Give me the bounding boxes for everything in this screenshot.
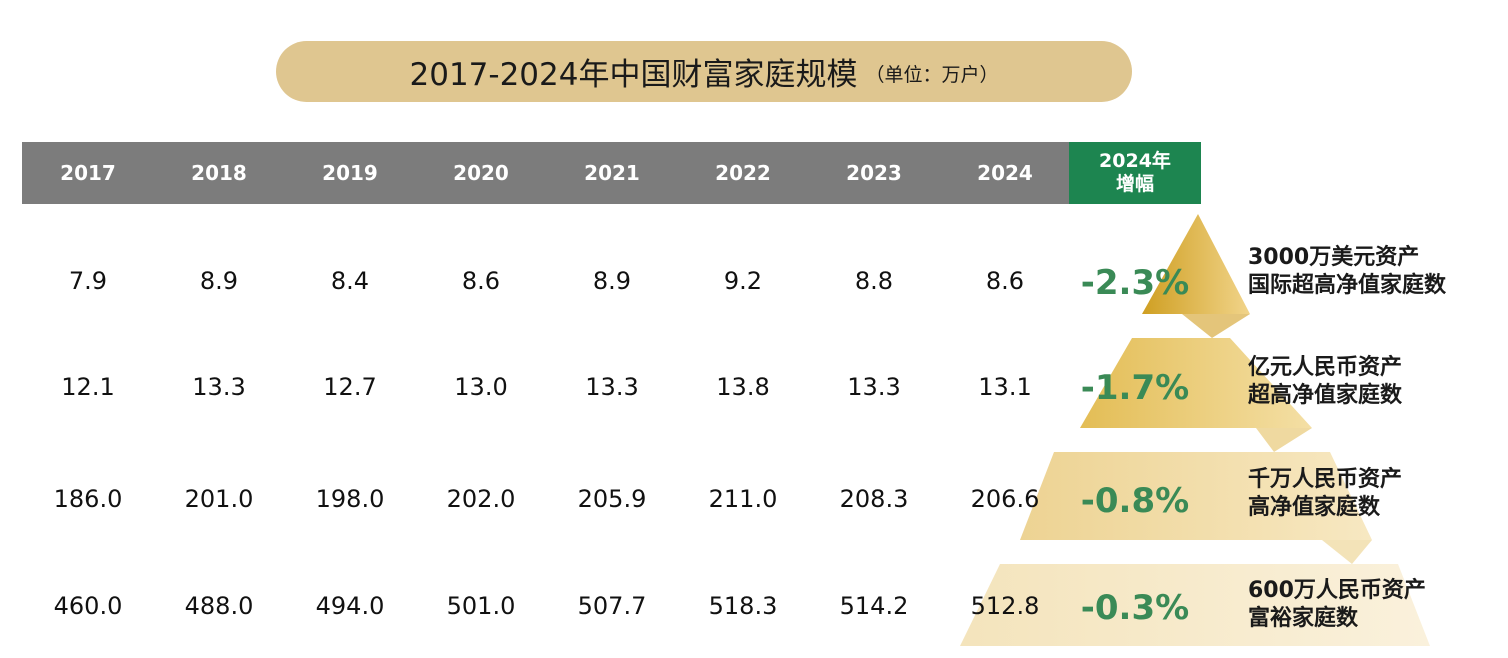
row-label-line: 亿元人民币资产 [1248, 355, 1403, 380]
growth-value: -0.8% [1080, 481, 1190, 521]
table-cell: 13.3 [847, 373, 901, 401]
growth-value: -0.3% [1080, 588, 1190, 628]
table-cell: 514.2 [839, 592, 909, 620]
row-label: 千万人民币资产 高净值家庭数 [1248, 466, 1402, 522]
row-label: 亿元人民币资产 超高净值家庭数 [1248, 354, 1402, 410]
table-cell: 13.8 [716, 373, 770, 401]
pyramid-tier-4 [960, 564, 1430, 646]
table-cell: 186.0 [53, 485, 123, 513]
table-cell: 494.0 [315, 592, 385, 620]
row-label: 600万人民币资产 富裕家庭数 [1248, 577, 1426, 633]
table-cell: 8.8 [854, 267, 894, 295]
row-label-line: 600万人民币资产 [1248, 578, 1426, 603]
growth-value: -2.3% [1080, 263, 1190, 303]
table-cell: 8.6 [985, 267, 1025, 295]
column-header-2019: 2019 [322, 161, 378, 185]
column-header-2023: 2023 [846, 161, 902, 185]
table-cell: 12.7 [323, 373, 377, 401]
column-header-2018: 2018 [191, 161, 247, 185]
pyramid-tier-1-shadow [1182, 314, 1250, 338]
row-label-line: 千万人民币资产 [1248, 467, 1403, 492]
column-header-2022: 2022 [715, 161, 771, 185]
table-cell: 8.4 [330, 267, 370, 295]
growth-header-line-2: 增幅 [1115, 173, 1154, 195]
table-cell: 507.7 [577, 592, 647, 620]
pyramid-tier-3-shadow [1322, 540, 1372, 564]
table-cell: 8.9 [199, 267, 239, 295]
pyramid-tier-3 [1020, 452, 1372, 540]
table-cell: 206.6 [970, 485, 1040, 513]
row-label-line: 高净值家庭数 [1248, 495, 1381, 520]
table-cell: 205.9 [577, 485, 647, 513]
pyramid-tier-2 [1080, 338, 1312, 428]
row-label-line: 超高净值家庭数 [1248, 383, 1403, 408]
pyramid-tier-2-shadow [1256, 428, 1312, 452]
table-cell: 8.6 [461, 267, 501, 295]
table-cell: 208.3 [839, 485, 909, 513]
chart-title: 2017-2024年中国财富家庭规模 [409, 57, 858, 93]
row-label: 3000万美元资产国际超高净值家庭数 [1248, 244, 1446, 300]
row-label-line: 国际超高净值家庭数 [1248, 273, 1447, 298]
table-cell: 9.2 [723, 267, 763, 295]
growth-header-line-1: 2024年 [1099, 150, 1171, 172]
table-cell: 202.0 [446, 485, 516, 513]
table-header-bar [22, 142, 1069, 204]
table-cell: 13.3 [585, 373, 639, 401]
growth-header: 2024年 增幅 [1069, 142, 1201, 204]
table-cell: 201.0 [184, 485, 254, 513]
table-cell: 211.0 [708, 485, 778, 513]
growth-value: -1.7% [1080, 368, 1190, 408]
table-cell: 13.3 [192, 373, 246, 401]
table-cell: 12.1 [61, 373, 115, 401]
unit-label: （单位：万户） [865, 64, 999, 86]
table-cell: 460.0 [53, 592, 123, 620]
table-cell: 512.8 [970, 592, 1040, 620]
table-cell: 501.0 [446, 592, 516, 620]
row-label-line: 3000万美元资产 [1248, 245, 1420, 270]
column-header-2020: 2020 [453, 161, 509, 185]
table-cell: 13.0 [454, 373, 508, 401]
table-cell: 518.3 [708, 592, 778, 620]
table-cell: 198.0 [315, 485, 385, 513]
column-header-2021: 2021 [584, 161, 640, 185]
row-label-line: 富裕家庭数 [1248, 606, 1359, 631]
table-cell: 13.1 [978, 373, 1032, 401]
table-cell: 8.9 [592, 267, 632, 295]
pyramid-tier-1 [1142, 214, 1250, 314]
column-header-2017: 2017 [60, 161, 116, 185]
table-cell: 7.9 [68, 267, 108, 295]
title-banner: 2017-2024年中国财富家庭规模 （单位：万户） [276, 41, 1132, 102]
column-header-2024: 2024 [977, 161, 1033, 185]
table-cell: 488.0 [184, 592, 254, 620]
